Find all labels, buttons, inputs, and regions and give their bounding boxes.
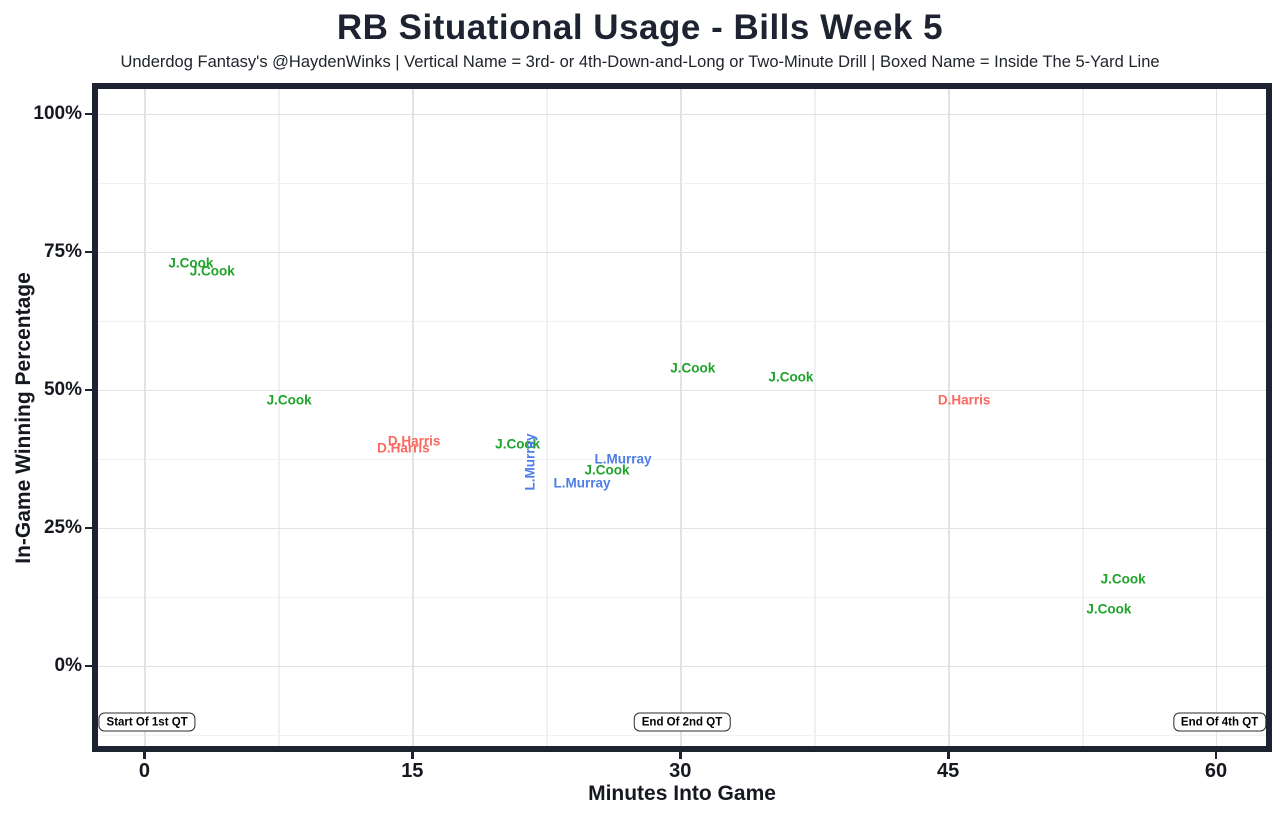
y-axis-tick-mark	[85, 526, 92, 530]
major-gridline-vertical	[144, 89, 146, 746]
data-point-label: L.Murray	[553, 474, 611, 490]
data-point-label: L.Murray	[594, 451, 652, 467]
data-point-label: J.Cook	[768, 368, 814, 384]
data-point-label: D.Harris	[937, 392, 991, 408]
y-axis-title: In-Game Winning Percentage	[12, 272, 35, 564]
minor-gridline-horizontal	[98, 596, 1266, 599]
x-axis-tick-label: 0	[138, 760, 150, 782]
chart-title: RB Situational Usage - Bills Week 5	[336, 8, 944, 47]
minor-gridline-horizontal	[98, 320, 1266, 323]
annotation-box: End Of 2nd QT	[633, 712, 731, 732]
x-axis-tick-label: 15	[401, 760, 424, 782]
major-gridline-horizontal	[98, 665, 1266, 668]
annotation-box: Start Of 1st QT	[98, 712, 196, 732]
major-gridline-horizontal	[98, 389, 1266, 392]
major-gridline-vertical	[948, 89, 950, 746]
y-axis-tick-label: 100%	[33, 102, 82, 124]
data-point-label: D.Harris	[377, 440, 430, 456]
y-axis-tick-mark	[85, 112, 92, 116]
data-point-label: J.Cook	[584, 462, 630, 478]
major-gridline-horizontal	[98, 113, 1266, 116]
y-axis-tick-mark	[85, 664, 92, 668]
x-axis-tick-mark	[1214, 752, 1218, 759]
minor-gridline-horizontal	[98, 458, 1266, 461]
data-point-label: J.Cook	[495, 436, 541, 452]
data-point-label: J.Cook	[670, 360, 716, 376]
minor-gridline-vertical	[814, 89, 816, 746]
minor-gridline-vertical	[1082, 89, 1084, 746]
data-point-label: D.Harris	[387, 432, 441, 448]
major-gridline-horizontal	[98, 251, 1266, 254]
minor-gridline-horizontal	[98, 182, 1266, 185]
x-axis-tick-mark	[679, 752, 682, 759]
major-gridline-horizontal	[98, 527, 1266, 530]
data-point-label: J.Cook	[1100, 570, 1146, 586]
major-gridline-vertical	[680, 89, 682, 746]
x-axis-tick-label: 60	[1204, 760, 1228, 782]
plot-panel: J.Cook J.Cook J.Cook J.Cook J.Cook J.Cook J.Co…	[92, 83, 1272, 752]
x-axis-tick-mark	[411, 752, 414, 759]
y-axis-tick-label: 25%	[43, 516, 82, 538]
x-axis-tick-mark	[143, 752, 146, 759]
y-axis-tick-label: 0%	[54, 654, 82, 676]
x-axis-title: Minutes Into Game	[588, 782, 776, 805]
minor-gridline-vertical	[546, 89, 548, 746]
data-point-label: J.Cook	[189, 263, 235, 279]
y-axis-tick-mark	[85, 250, 92, 254]
x-axis-tick-label: 45	[936, 760, 960, 782]
y-axis-tick-label: 75%	[43, 240, 82, 262]
data-point-label: J.Cook	[266, 392, 312, 408]
major-gridline-vertical	[412, 89, 414, 746]
x-axis-tick-label: 30	[669, 760, 692, 782]
y-axis-tick-label: 50%	[43, 378, 82, 400]
y-axis-tick-mark	[85, 388, 92, 392]
major-gridline-vertical	[1215, 89, 1218, 746]
annotation-box: End Of 4th QT	[1172, 712, 1266, 732]
data-point-label: J.Cook	[1086, 601, 1132, 617]
chart-subtitle: Underdog Fantasy's @HaydenWinks | Vertic…	[120, 53, 1160, 71]
x-axis-tick-mark	[947, 752, 950, 759]
data-point-label: J.Cook	[168, 255, 214, 271]
minor-gridline-horizontal	[98, 734, 1266, 737]
data-point-label: L.Murray	[522, 433, 538, 491]
minor-gridline-vertical	[278, 89, 280, 746]
